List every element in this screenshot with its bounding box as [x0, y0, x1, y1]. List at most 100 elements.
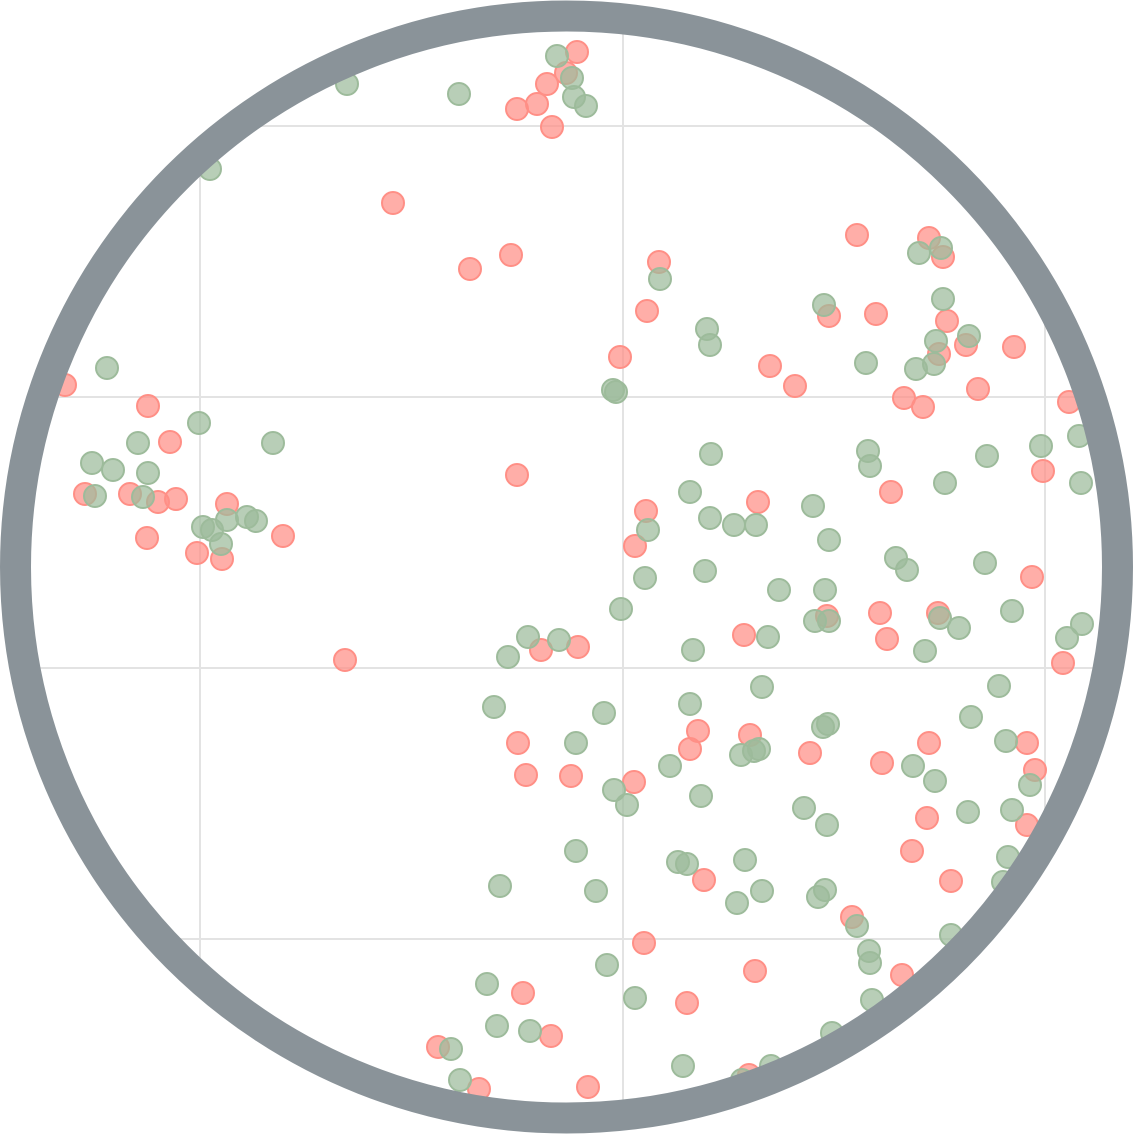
data-point — [678, 692, 702, 716]
data-point — [725, 891, 749, 915]
data-point — [895, 558, 919, 582]
data-point — [1029, 434, 1053, 458]
data-point — [516, 625, 540, 649]
data-point — [1051, 651, 1075, 675]
data-point — [381, 191, 405, 215]
data-point — [505, 97, 529, 121]
data-point — [929, 236, 953, 260]
data-point — [439, 1037, 463, 1061]
data-point — [750, 675, 774, 699]
data-point — [947, 616, 971, 640]
data-point — [209, 532, 233, 556]
data-point — [1020, 565, 1044, 589]
data-point — [681, 638, 705, 662]
data-point — [101, 458, 125, 482]
data-point — [901, 754, 925, 778]
data-point — [928, 606, 952, 630]
data-point — [602, 778, 626, 802]
data-point — [185, 541, 209, 565]
data-point — [615, 793, 639, 817]
data-point — [913, 639, 937, 663]
data-point — [261, 431, 285, 455]
data-point — [518, 1019, 542, 1043]
data-point — [678, 480, 702, 504]
data-point — [635, 299, 659, 323]
data-point — [864, 302, 888, 326]
data-point — [1015, 731, 1039, 755]
data-point — [767, 578, 791, 602]
data-point — [333, 648, 357, 672]
data-point — [870, 751, 894, 775]
data-point — [592, 701, 616, 725]
data-point — [817, 528, 841, 552]
data-point — [813, 878, 837, 902]
data-point — [743, 959, 767, 983]
data-point — [604, 380, 628, 404]
data-point — [482, 695, 506, 719]
data-point — [845, 914, 869, 938]
data-point — [812, 293, 836, 317]
data-point — [158, 430, 182, 454]
data-point — [858, 951, 882, 975]
data-point — [756, 625, 780, 649]
data-point — [732, 623, 756, 647]
data-point — [987, 674, 1011, 698]
data-point — [813, 578, 837, 602]
data-point — [636, 518, 660, 542]
data-point — [1070, 612, 1094, 636]
data-point — [564, 731, 588, 755]
data-point — [698, 333, 722, 357]
data-point — [547, 628, 571, 652]
data-point — [1031, 459, 1055, 483]
data-point — [131, 485, 155, 509]
data-point — [817, 609, 841, 633]
data-point — [675, 852, 699, 876]
data-point — [80, 451, 104, 475]
data-point — [858, 454, 882, 478]
data-point — [564, 839, 588, 863]
data-point — [540, 115, 564, 139]
data-point — [966, 377, 990, 401]
data-point — [675, 991, 699, 1015]
data-point — [164, 487, 188, 511]
data-point — [911, 395, 935, 419]
data-point — [698, 506, 722, 530]
data-point — [722, 513, 746, 537]
data-point — [505, 463, 529, 487]
data-point — [633, 566, 657, 590]
data-point — [576, 1075, 600, 1099]
data-point — [904, 357, 928, 381]
data-point — [744, 513, 768, 537]
data-point — [792, 796, 816, 820]
data-point — [957, 324, 981, 348]
data-point — [1000, 599, 1024, 623]
data-point — [924, 329, 948, 353]
data-point — [994, 729, 1018, 753]
data-point — [595, 953, 619, 977]
data-point — [1002, 335, 1026, 359]
data-point — [801, 494, 825, 518]
data-point — [511, 981, 535, 1005]
data-point — [514, 763, 538, 787]
data-point — [933, 471, 957, 495]
data-point — [126, 431, 150, 455]
data-point — [956, 800, 980, 824]
data-point — [525, 92, 549, 116]
data-point — [608, 345, 632, 369]
data-point — [845, 223, 869, 247]
data-point — [506, 731, 530, 755]
data-point — [648, 267, 672, 291]
data-point — [879, 480, 903, 504]
data-point — [746, 490, 770, 514]
data-point — [939, 869, 963, 893]
data-point — [271, 524, 295, 548]
data-point — [448, 1068, 472, 1092]
data-point — [692, 868, 716, 892]
data-point — [622, 770, 646, 794]
data-point — [135, 526, 159, 550]
data-point — [699, 442, 723, 466]
data-point — [907, 241, 931, 265]
data-point — [187, 411, 211, 435]
data-point — [475, 972, 499, 996]
